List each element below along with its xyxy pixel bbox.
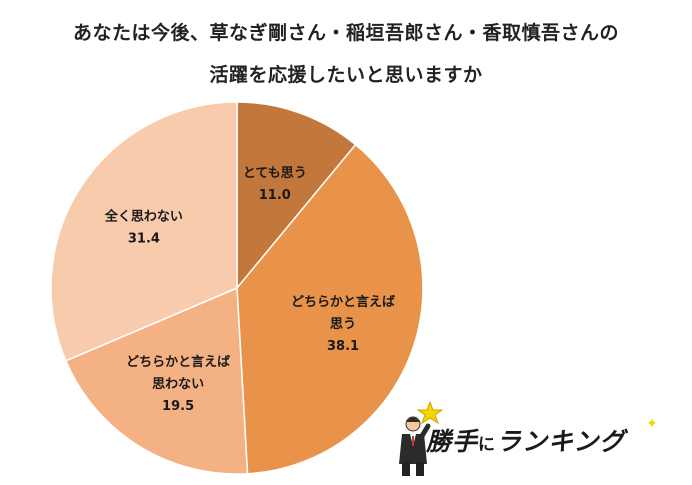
pie-slice-4-label: 全く思わない xyxy=(104,208,183,224)
chart-title-line-1: あなたは今後、草なぎ剛さん・稲垣吾郎さん・香取慎吾さんの xyxy=(72,22,619,44)
pie-slice-3-label: どちらかと言えば xyxy=(126,354,230,370)
pie-slice-2-label: どちらかと言えば xyxy=(291,294,395,310)
pie-slice-4-value: 31.4 xyxy=(128,231,160,246)
mascot-icon: ✦ xyxy=(399,400,658,476)
logo-text-main-1: 勝手 xyxy=(426,427,479,456)
pie-slice-1 xyxy=(236,101,357,291)
pie-slice-3-value: 19.5 xyxy=(162,399,194,414)
pie-slice-2-label: 思う xyxy=(330,317,356,332)
pie-slice-4 xyxy=(50,101,238,362)
chart-title-line-2: 活躍を応援したいと思いますか xyxy=(209,64,483,86)
logo-text-main-2: ランキング xyxy=(496,427,626,456)
pie-slice-2 xyxy=(236,143,424,475)
pie-slice-1-label: とても思う xyxy=(243,166,307,181)
pie-slice-3 xyxy=(64,286,249,475)
logo-text: 勝手にランキング xyxy=(426,422,625,458)
site-logo: ✦ 勝手にランキング xyxy=(388,398,668,478)
pie-slice-2-value: 38.1 xyxy=(327,339,359,354)
pie-slice-1-value: 11.0 xyxy=(259,188,291,203)
logo-text-small: に xyxy=(478,435,497,455)
pie-slice-3-label: 思わない xyxy=(152,377,204,392)
svg-text:✦: ✦ xyxy=(646,416,658,432)
